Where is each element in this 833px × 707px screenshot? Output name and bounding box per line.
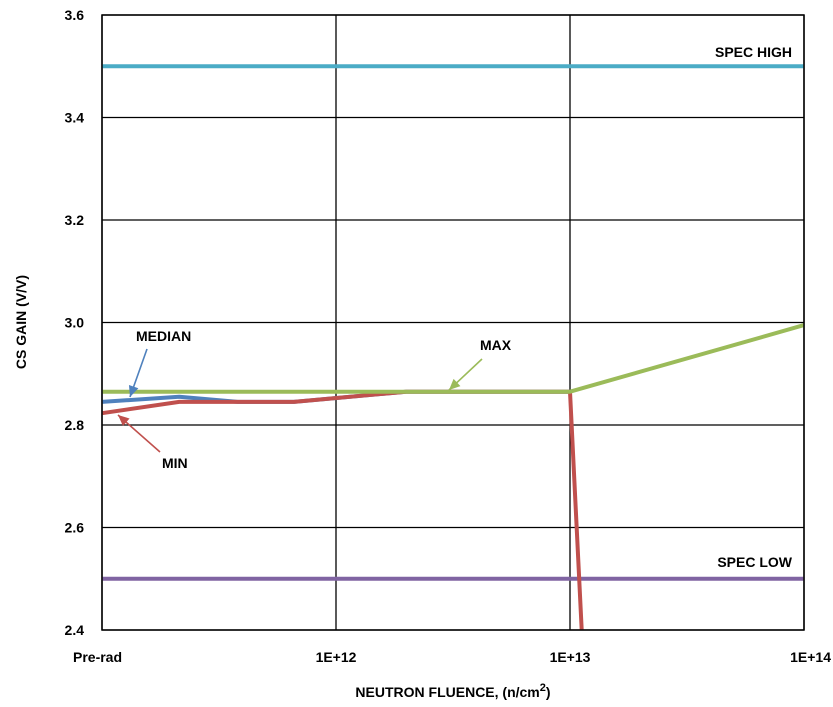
x-tick-label: 1E+13	[550, 649, 591, 665]
x-axis-title-close: )	[546, 684, 551, 700]
annotation-label: SPEC HIGH	[715, 44, 792, 60]
y-tick-label: 3.2	[65, 212, 85, 228]
plot-frame	[101, 14, 805, 631]
annotation-arrowhead	[128, 384, 139, 397]
x-tick-label: 1E+14	[790, 649, 831, 665]
x-axis-title: NEUTRON FLUENCE, (n/cm2)	[355, 682, 550, 700]
y-tick-label: 3.4	[65, 110, 85, 126]
x-tick-label: Pre-rad	[73, 649, 122, 665]
annotation-arrowhead	[118, 415, 130, 427]
series-line-min	[101, 389, 584, 631]
y-axis-title: CS GAIN (V/V)	[13, 275, 29, 369]
series-line-max	[102, 323, 805, 394]
annotation-label: SPEC LOW	[717, 554, 792, 570]
annotation-label: MIN	[162, 455, 188, 471]
x-axis-title-main: NEUTRON FLUENCE, (n/cm	[355, 684, 539, 700]
annotation-arrowhead	[449, 378, 461, 390]
annotation-label: MEDIAN	[136, 328, 191, 344]
annotation-label: MAX	[480, 337, 512, 353]
y-tick-label: 3.6	[65, 7, 85, 23]
x-tick-labels: Pre-rad 1E+12 1E+13 1E+14	[73, 649, 831, 665]
x-axis-title-sup: 2	[540, 682, 546, 694]
y-tick-label: 3.0	[65, 315, 85, 331]
y-tick-label: 2.4	[65, 622, 85, 638]
annotations: SPEC HIGH SPEC LOW MEDIAN MIN MAX	[117, 44, 793, 570]
series-layer	[101, 64, 805, 631]
y-tick-labels: 2.4 2.6 2.8 3.0 3.2 3.4 3.6	[65, 7, 85, 638]
x-tick-label: 1E+12	[316, 649, 357, 665]
y-tick-label: 2.6	[65, 520, 85, 536]
y-tick-label: 2.8	[65, 417, 85, 433]
